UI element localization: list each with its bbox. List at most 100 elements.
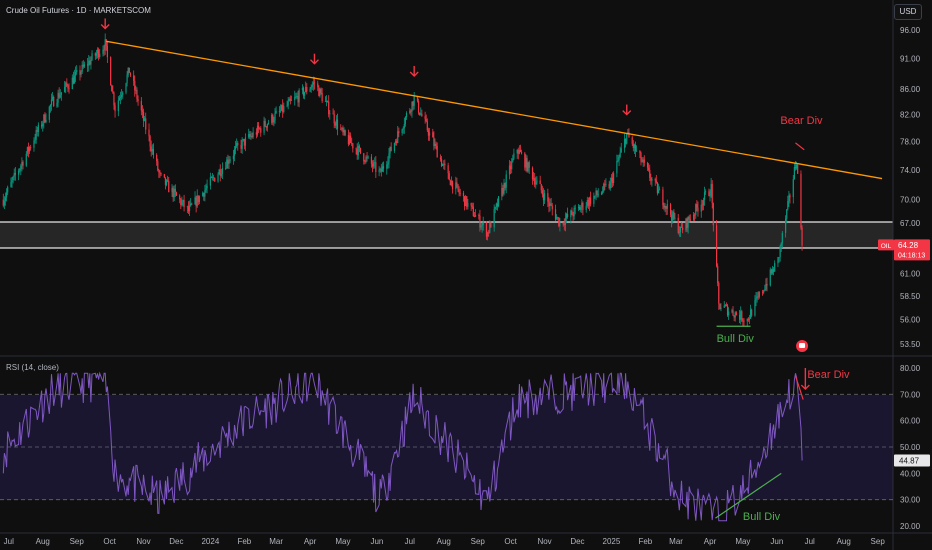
candle-body (726, 305, 729, 316)
candle-body (302, 87, 305, 96)
candle-body (470, 202, 472, 206)
time-tick-label: Jul (805, 537, 815, 546)
candle-body (444, 163, 446, 166)
candle-body (96, 49, 99, 54)
candle-body (333, 114, 335, 124)
candle-body (340, 128, 342, 130)
candle-body (317, 83, 319, 88)
price-tick-label: 58.50 (900, 292, 921, 301)
candle-body (488, 232, 490, 234)
candle-body (442, 164, 444, 166)
candle-body (564, 218, 566, 226)
candle-body (350, 135, 352, 143)
candle-body (228, 161, 230, 164)
bull-div-rsi-line (715, 472, 782, 519)
candle-body (646, 162, 649, 168)
candle-body (679, 226, 682, 233)
candle-body (688, 216, 690, 220)
candle-body (104, 39, 106, 51)
candle-body (36, 130, 38, 132)
candle-body (696, 204, 698, 208)
candle-body (218, 169, 220, 175)
candle-body (589, 197, 592, 204)
candle-body (88, 60, 90, 66)
candle-body (236, 142, 238, 147)
candle-body (134, 80, 136, 91)
candle-body (508, 165, 511, 175)
candle-body (125, 83, 127, 93)
candle-body (597, 194, 599, 196)
rsi-title[interactable]: RSI (14, close) (6, 363, 59, 372)
candle-body (749, 309, 752, 319)
candle-body (489, 222, 491, 233)
candle-body (623, 138, 626, 149)
rsi-axis[interactable]: 80.00 70.00 60.00 50.00 40.00 30.00 20.00 (900, 364, 921, 531)
candle-body (724, 305, 726, 307)
candle-body (449, 180, 451, 186)
candle-body (471, 205, 473, 207)
candle-body (754, 299, 756, 316)
candle-body (636, 150, 638, 152)
candle-body (365, 156, 367, 162)
candle-body (665, 205, 667, 209)
candle-body (700, 204, 702, 212)
candle-body (777, 257, 779, 264)
candle-body (22, 161, 24, 166)
candle-body (81, 64, 83, 72)
candle-body (5, 192, 8, 198)
candle-body (320, 88, 322, 93)
candle-body (662, 189, 664, 206)
candle-body (447, 165, 449, 174)
candle-body (11, 180, 13, 182)
candle-body (375, 162, 377, 172)
candle-body (797, 164, 799, 174)
candle-body (786, 209, 788, 219)
candle-body (770, 269, 772, 274)
candle-body (582, 202, 584, 210)
candle-body (73, 75, 76, 84)
candle-body (14, 172, 16, 175)
candle-body (540, 184, 542, 191)
candle-body (432, 132, 434, 138)
candle-body (794, 167, 797, 169)
time-axis[interactable]: Jul Aug Sep Oct Nov Dec 2024 Feb Mar Apr May Jun Jul… (4, 537, 886, 546)
time-tick-label: Aug (837, 537, 851, 546)
candle-body (648, 167, 650, 170)
time-tick-label: Aug (36, 537, 50, 546)
candle-body (42, 123, 44, 127)
candle-body (740, 311, 742, 320)
candle-body (639, 150, 641, 153)
candle-body (13, 172, 15, 177)
candle-body (243, 139, 245, 146)
candle-body (634, 144, 637, 151)
candles-group (2, 33, 803, 327)
candle-body (425, 118, 427, 122)
candle-body (565, 213, 568, 219)
candle-body (405, 113, 408, 118)
candle-body (479, 215, 481, 228)
currency-button[interactable]: USD (894, 4, 922, 20)
time-tick-label: Sep (70, 537, 85, 546)
candle-body (534, 178, 536, 185)
candle-body (310, 87, 312, 89)
candle-body (439, 157, 442, 160)
candle-body (205, 188, 207, 191)
candle-body (183, 199, 185, 208)
candle-body (203, 192, 205, 197)
candle-body (298, 90, 300, 103)
candle-body (710, 183, 712, 196)
candle-body (617, 160, 619, 161)
candle-body (26, 146, 28, 154)
arrow-head (100, 23, 110, 30)
candle-body (297, 96, 299, 103)
candle-body (357, 146, 359, 156)
candle-body (705, 191, 707, 193)
candle-body (772, 269, 775, 272)
candle-body (709, 195, 711, 197)
candle-body (566, 213, 569, 218)
candle-body (319, 88, 321, 97)
candle-body (237, 142, 239, 146)
candle-body (505, 174, 507, 188)
